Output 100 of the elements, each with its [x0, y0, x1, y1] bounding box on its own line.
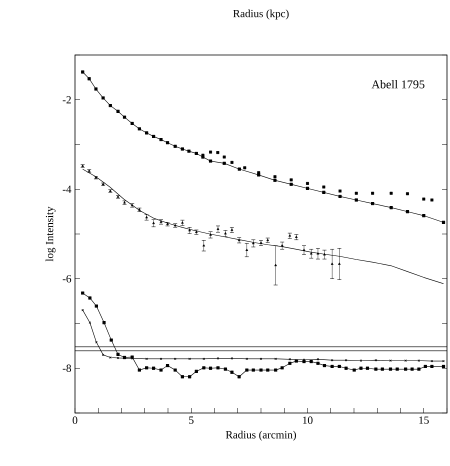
point	[144, 131, 148, 134]
point	[280, 366, 284, 370]
point	[389, 359, 392, 362]
point	[266, 368, 270, 372]
point	[306, 186, 309, 190]
point	[424, 364, 427, 368]
point	[273, 175, 276, 178]
point	[389, 206, 393, 210]
x-tick-label: 5	[188, 416, 194, 424]
point	[338, 190, 342, 193]
point	[130, 122, 134, 126]
point	[430, 364, 434, 368]
point	[360, 359, 362, 362]
point	[338, 364, 341, 368]
point	[410, 368, 414, 371]
point	[102, 354, 104, 356]
point	[366, 366, 369, 370]
point	[374, 368, 378, 371]
point	[322, 186, 326, 189]
point	[152, 366, 156, 370]
point	[152, 134, 156, 138]
point	[370, 192, 374, 195]
point	[290, 178, 293, 182]
point	[344, 358, 348, 362]
point	[222, 156, 226, 159]
point	[260, 358, 262, 360]
x-tick-label: 15	[419, 416, 429, 424]
point	[116, 352, 120, 356]
point	[138, 127, 141, 130]
point	[180, 375, 184, 378]
line-series	[82, 168, 444, 284]
point	[395, 368, 399, 371]
point	[159, 138, 162, 142]
point	[230, 370, 234, 374]
point	[390, 192, 393, 195]
point	[188, 375, 192, 378]
point	[294, 359, 298, 363]
y-tick-label: -6	[62, 275, 71, 282]
point	[256, 173, 260, 177]
point	[322, 190, 326, 194]
point	[144, 366, 148, 370]
point	[194, 152, 198, 156]
point	[352, 368, 356, 372]
point	[87, 77, 91, 80]
point	[288, 362, 292, 365]
point	[245, 368, 248, 372]
point	[380, 368, 384, 371]
point	[442, 364, 445, 368]
point	[122, 116, 126, 119]
point	[354, 198, 358, 202]
point	[80, 291, 84, 295]
y-tick-label: -2	[62, 96, 71, 104]
point	[406, 192, 409, 196]
point	[202, 358, 205, 360]
point	[306, 182, 309, 185]
point	[94, 304, 98, 308]
point	[88, 296, 92, 300]
y-tick-label: -8	[62, 364, 71, 372]
point	[388, 368, 392, 371]
point	[417, 368, 420, 371]
point	[174, 358, 176, 360]
point	[252, 368, 255, 372]
point	[110, 338, 113, 342]
point	[330, 364, 334, 368]
point	[344, 366, 348, 370]
point	[188, 358, 191, 360]
point	[430, 198, 434, 202]
point	[259, 368, 262, 372]
x2-axis-title: Radius (kpc)	[233, 10, 289, 20]
point	[442, 220, 445, 224]
point	[202, 366, 206, 370]
point	[404, 368, 408, 371]
point	[309, 360, 313, 364]
point	[166, 141, 169, 144]
point	[422, 214, 426, 218]
point	[370, 202, 374, 206]
point	[224, 368, 227, 371]
point	[273, 178, 276, 182]
y-tick-label: -4	[62, 186, 72, 193]
point	[216, 151, 220, 154]
point	[160, 358, 162, 360]
point	[274, 368, 278, 372]
point	[108, 104, 112, 108]
point	[116, 110, 120, 113]
point	[108, 356, 112, 359]
point	[138, 368, 141, 372]
point	[222, 162, 226, 165]
point	[173, 144, 177, 148]
point	[122, 356, 126, 360]
point	[257, 171, 260, 174]
point	[194, 370, 198, 373]
point	[316, 358, 320, 361]
point	[216, 357, 220, 360]
point	[116, 356, 120, 360]
point	[80, 70, 84, 74]
point	[406, 210, 409, 214]
point	[316, 362, 320, 365]
point	[208, 159, 212, 163]
point	[145, 358, 148, 360]
point	[237, 375, 241, 378]
